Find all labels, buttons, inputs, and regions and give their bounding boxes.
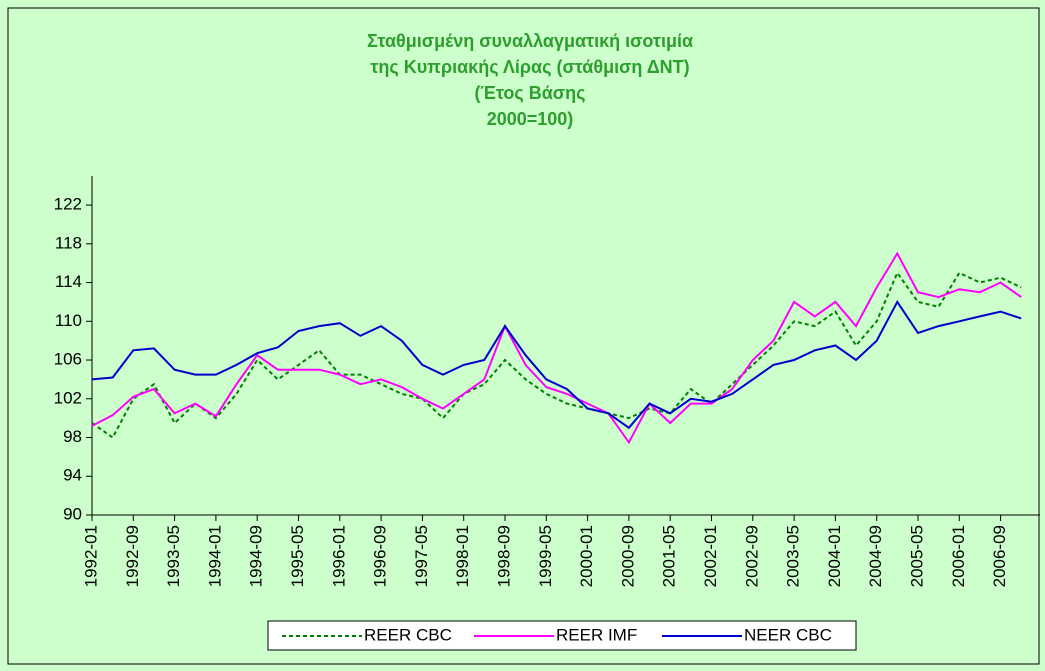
chart-title: 2000=100) (487, 109, 574, 129)
x-tick-label: 1998-01 (453, 525, 472, 587)
chart-title: της Κυπριακής Λίρας (στάθμιση ΔΝΤ) (370, 57, 689, 77)
chart-frame (7, 7, 1040, 665)
chart-title: Σταθμισμένη συναλλαγματική ισοτιμία (367, 31, 693, 51)
x-tick-label: 1992-09 (123, 525, 142, 587)
x-tick-label: 1994-01 (205, 525, 224, 587)
x-tick-label: 1996-09 (371, 525, 390, 587)
y-tick-label: 110 (55, 311, 82, 330)
legend-label: REER IMF (556, 625, 637, 644)
x-tick-label: 1996-01 (329, 525, 348, 587)
x-tick-label: 1995-05 (288, 525, 307, 587)
series-line (91, 299, 1022, 430)
x-tick-label: 2002-09 (742, 525, 761, 587)
y-tick-label: 94 (63, 466, 82, 485)
x-tick-label: 2005-05 (907, 525, 926, 587)
x-tick-label: 2004-01 (825, 525, 844, 587)
x-tick-label: 2001-05 (660, 525, 679, 587)
x-tick-label: 1997-05 (412, 525, 431, 587)
y-tick-label: 106 (54, 350, 82, 369)
x-tick-label: 2004-09 (866, 525, 885, 587)
chart-title: (Έτος Βάσης (475, 83, 586, 103)
series-line (91, 270, 1022, 439)
y-tick-label: 90 (63, 504, 82, 523)
x-tick-label: 2003-05 (784, 525, 803, 587)
y-tick-label: 118 (55, 233, 82, 252)
y-tick-label: 98 (63, 427, 82, 446)
y-tick-label: 114 (55, 272, 82, 291)
x-tick-label: 2006-01 (949, 525, 968, 587)
legend-label: REER CBC (364, 625, 452, 644)
x-tick-label: 1999-05 (536, 525, 555, 587)
legend-label: NEER CBC (744, 625, 832, 644)
x-tick-label: 1992-01 (81, 525, 100, 587)
y-tick-label: 122 (54, 195, 82, 214)
x-tick-label: 2000-09 (618, 525, 637, 587)
legend (267, 620, 857, 651)
x-tick-label: 1998-09 (494, 525, 513, 587)
x-tick-label: 2006-09 (990, 525, 1009, 587)
x-tick-label: 2002-01 (701, 525, 720, 587)
series-line (91, 251, 1022, 445)
x-tick-label: 1994-09 (247, 525, 266, 587)
x-tick-label: 1993-05 (164, 525, 183, 587)
y-tick-label: 102 (54, 388, 82, 407)
x-tick-label: 2000-01 (577, 525, 596, 587)
